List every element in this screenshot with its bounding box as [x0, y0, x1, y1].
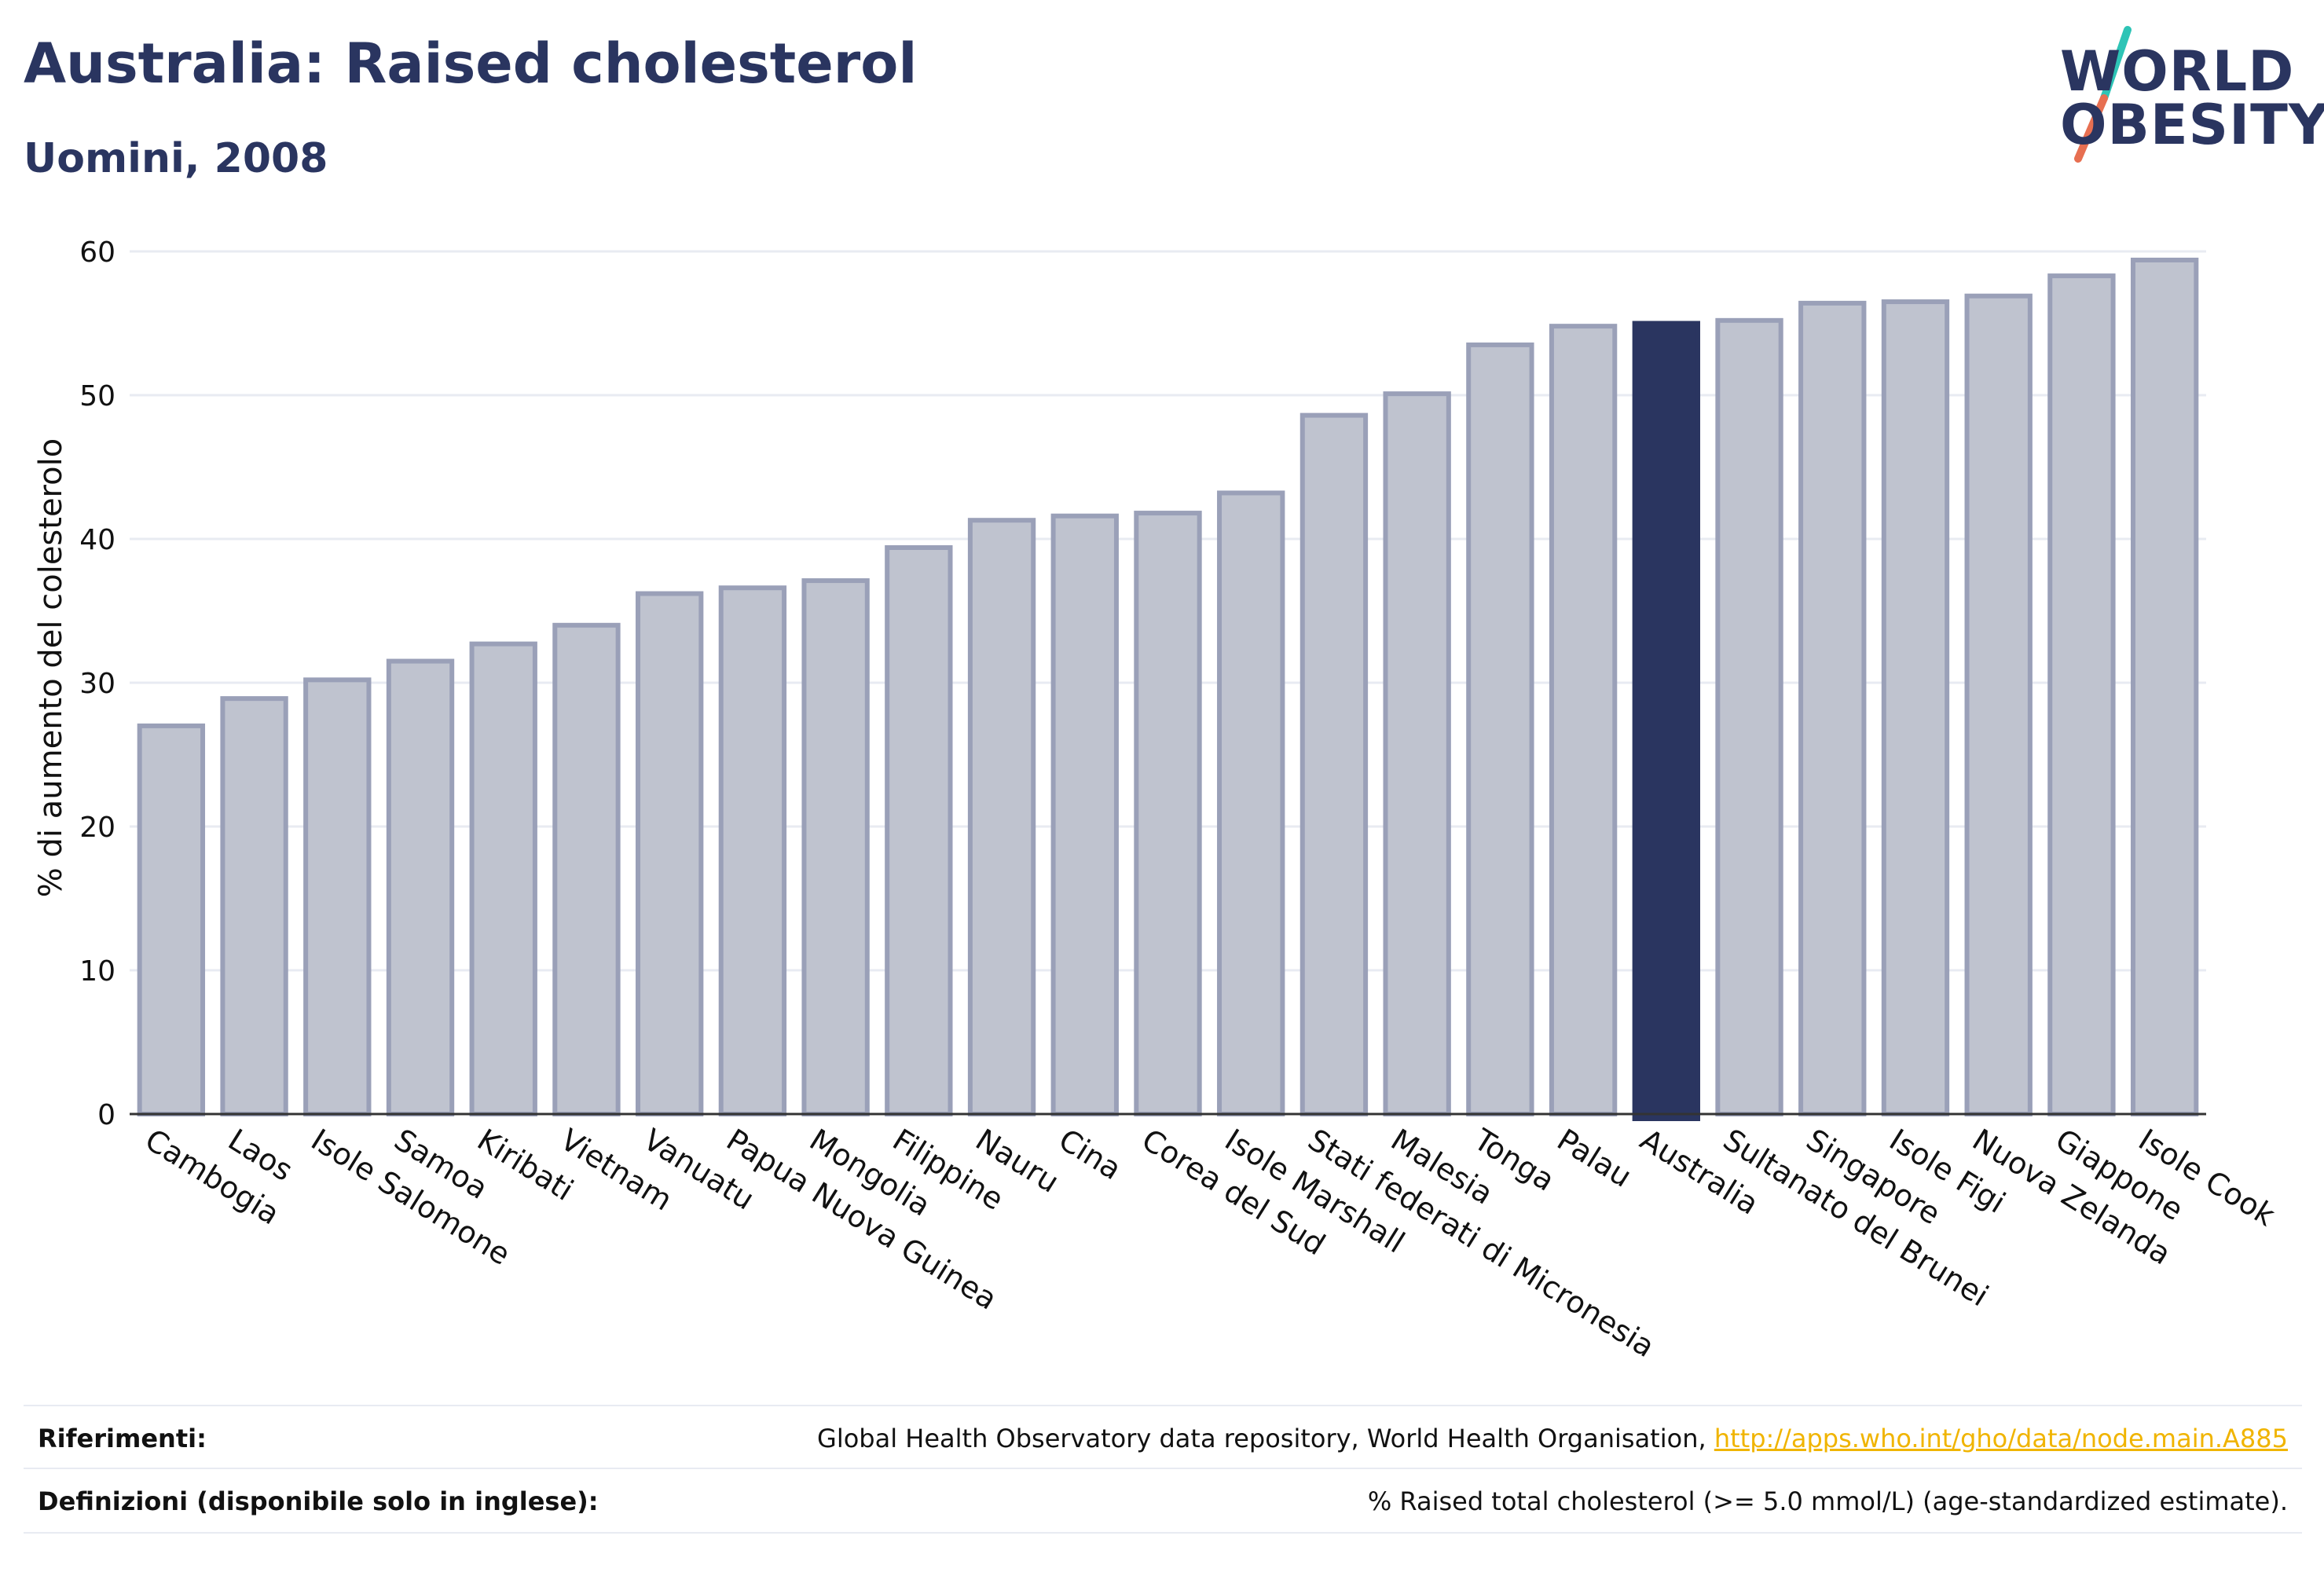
bar-vietnam[interactable] [552, 622, 621, 1116]
references-label: Riferimenti: [38, 1424, 207, 1453]
references-text: Global Health Observatory data repositor… [817, 1424, 1706, 1453]
bar-tonga[interactable] [1466, 342, 1534, 1116]
y-tick-label: 30 [79, 668, 115, 700]
world-obesity-logo: WORLD OBESITY [2043, 24, 2324, 173]
logo-line-2: OBESITY [2060, 93, 2324, 157]
bar-mongolia[interactable] [801, 578, 870, 1116]
y-tick-label: 60 [79, 236, 115, 269]
bar-corea-del-sud[interactable] [1134, 511, 1202, 1116]
bar-giappone[interactable] [2047, 273, 2116, 1117]
y-tick-label: 10 [79, 955, 115, 988]
y-tick-label: 0 [97, 1099, 115, 1131]
references-link[interactable]: http://apps.who.int/gho/data/node.main.A… [1714, 1424, 2288, 1453]
y-tick-label: 20 [79, 812, 115, 844]
bar-sultanato-del-brunei[interactable] [1715, 317, 1783, 1116]
bar-laos[interactable] [220, 696, 288, 1116]
definitions-label: Definizioni (disponibile solo in inglese… [38, 1486, 599, 1516]
logo-line-1: WORLD [2060, 39, 2295, 104]
bar-nuova-zelanda[interactable] [1964, 293, 2033, 1117]
bar-malesia[interactable] [1383, 391, 1451, 1117]
x-tick-label: Cina [1053, 1122, 1127, 1186]
y-axis-label: % di aumento del colesterolo [33, 438, 69, 897]
bar-isole-figi[interactable] [1881, 299, 1950, 1116]
definitions-value: % Raised total cholesterol (>= 5.0 mmol/… [1367, 1486, 2288, 1516]
chart-subtitle: Uomini, 2008 [24, 135, 328, 182]
bar-nauru[interactable] [967, 518, 1036, 1116]
bar-stati-federati-di-micronesia[interactable] [1299, 412, 1369, 1116]
bar-samoa[interactable] [386, 658, 455, 1116]
bar-kiribati[interactable] [469, 641, 537, 1116]
x-tick-label: Kiribati [471, 1122, 579, 1208]
bar-australia[interactable] [1632, 321, 1700, 1121]
bars [137, 257, 2199, 1121]
chart-title: Australia: Raised cholesterol [24, 31, 918, 96]
bar-isole-salomone[interactable] [303, 677, 372, 1116]
bar-singapore[interactable] [1798, 300, 1867, 1116]
definitions-row: Definizioni (disponibile solo in inglese… [24, 1468, 2302, 1534]
references-row: Riferimenti: Global Health Observatory d… [24, 1405, 2302, 1469]
y-tick-label: 50 [79, 380, 115, 412]
bar-isole-marshall[interactable] [1217, 490, 1285, 1116]
x-tick-label: Palau [1551, 1122, 1637, 1194]
bar-papua-nuova-guinea[interactable] [718, 585, 787, 1117]
bar-cina[interactable] [1050, 513, 1119, 1117]
bar-isole-cook[interactable] [2130, 257, 2199, 1117]
bar-vanuatu[interactable] [636, 591, 704, 1117]
bar-filippine[interactable] [885, 544, 953, 1117]
logo-slash-icon [2074, 26, 2132, 163]
references-value: Global Health Observatory data repositor… [817, 1424, 2288, 1453]
y-tick-label: 40 [79, 524, 115, 556]
bar-cambogia[interactable] [137, 723, 206, 1117]
bar-palau[interactable] [1549, 324, 1618, 1117]
